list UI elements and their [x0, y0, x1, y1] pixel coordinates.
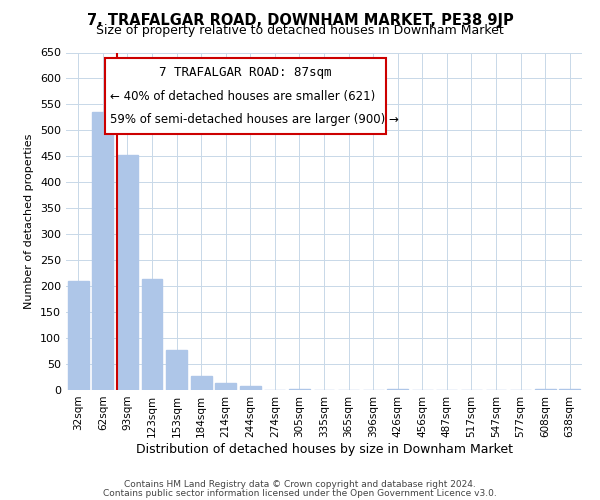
- Text: Contains public sector information licensed under the Open Government Licence v3: Contains public sector information licen…: [103, 488, 497, 498]
- Bar: [117, 156, 138, 390]
- Text: Size of property relative to detached houses in Downham Market: Size of property relative to detached ho…: [96, 24, 504, 37]
- Bar: [92, 112, 113, 390]
- FancyBboxPatch shape: [104, 58, 386, 134]
- Text: ← 40% of detached houses are smaller (621): ← 40% of detached houses are smaller (62…: [110, 90, 375, 102]
- Bar: [240, 386, 261, 390]
- Text: 7, TRAFALGAR ROAD, DOWNHAM MARKET, PE38 9JP: 7, TRAFALGAR ROAD, DOWNHAM MARKET, PE38 …: [86, 12, 514, 28]
- Bar: [215, 382, 236, 390]
- Text: 7 TRAFALGAR ROAD: 87sqm: 7 TRAFALGAR ROAD: 87sqm: [159, 66, 332, 79]
- Bar: [142, 280, 163, 390]
- Text: 59% of semi-detached houses are larger (900) →: 59% of semi-detached houses are larger (…: [110, 114, 399, 126]
- Bar: [191, 376, 212, 390]
- Y-axis label: Number of detached properties: Number of detached properties: [25, 134, 34, 309]
- Text: Contains HM Land Registry data © Crown copyright and database right 2024.: Contains HM Land Registry data © Crown c…: [124, 480, 476, 489]
- Bar: [166, 350, 187, 390]
- Bar: [68, 281, 89, 390]
- X-axis label: Distribution of detached houses by size in Downham Market: Distribution of detached houses by size …: [136, 442, 512, 456]
- Bar: [289, 389, 310, 390]
